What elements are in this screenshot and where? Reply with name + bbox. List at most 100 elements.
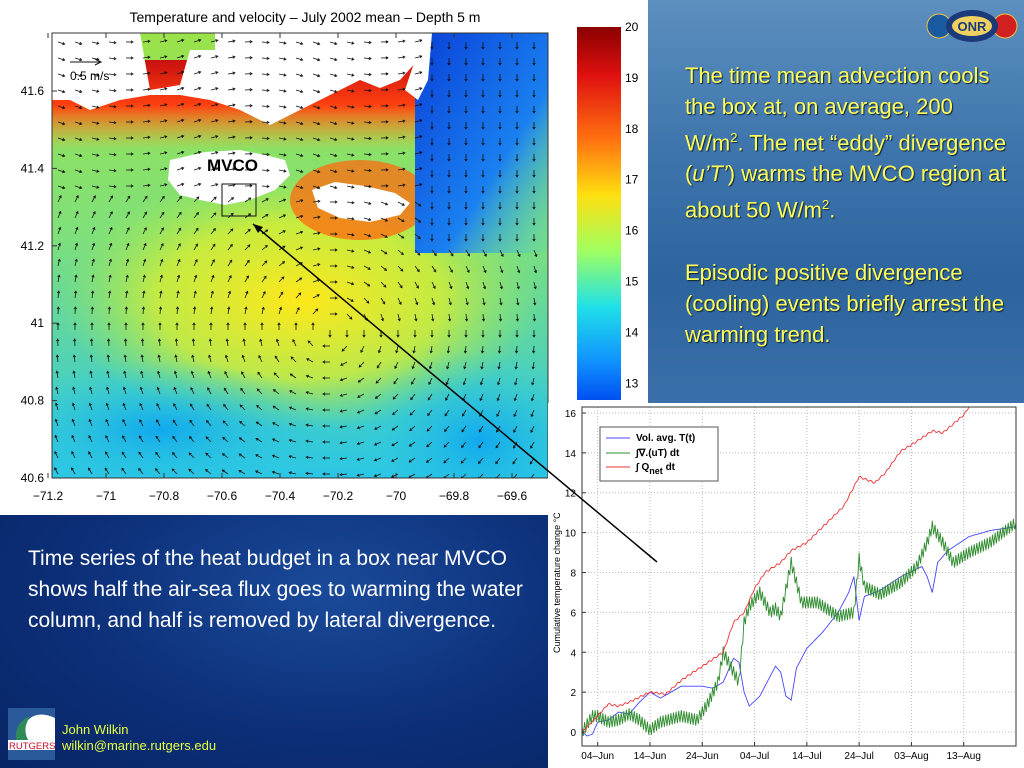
velocity-arrow [295,89,303,93]
velocity-arrow [91,185,99,188]
colorbar-tick: 15 [625,275,639,289]
velocity-arrow [121,451,127,459]
velocity-arrow [210,151,218,155]
velocity-arrow [157,371,161,379]
cold-region [415,33,548,253]
velocity-arrow [241,371,246,379]
velocity-arrow [56,354,59,363]
legend-vol-avg: Vol. avg. T(t) [636,433,695,444]
velocity-arrow [414,55,422,59]
velocity-arrow [227,291,231,299]
velocity-arrow [54,451,59,459]
velocity-arrow [295,121,303,125]
velocity-arrow [173,403,178,411]
velocity-arrow [397,40,405,43]
velocity-arrow [71,467,76,475]
velocity-arrow [142,338,144,347]
velocity-arrow [108,41,116,44]
velocity-arrow [155,435,161,443]
series-line-0 [581,526,1017,737]
velocity-arrow [156,419,161,427]
velocity-arrow [227,136,235,139]
velocity-arrow [125,259,129,267]
velocity-arrow [278,105,286,108]
velocity-arrow [159,291,162,299]
colorbar-tick: 16 [625,224,639,238]
velocity-arrow [363,137,372,140]
velocity-arrow [261,89,270,91]
velocity-arrow [363,185,372,188]
map-x-tick: −70.4 [265,489,296,503]
velocity-arrow [222,437,229,443]
velocity-arrow [139,435,144,443]
velocity-arrow [210,55,218,59]
velocity-arrow [176,243,181,251]
velocity-arrow [122,419,127,427]
velocity-arrow [57,211,62,219]
velocity-arrow [261,153,270,155]
velocity-arrow [108,259,112,267]
velocity-arrow [173,387,178,395]
velocity-arrow [188,452,195,459]
velocity-arrow [125,291,128,299]
velocity-arrow [57,105,65,109]
map-x-tick: −70.2 [323,489,354,503]
velocity-arrow [172,419,178,427]
velocity-arrow [142,120,150,123]
velocity-arrow [312,121,320,125]
velocity-arrow [158,355,161,363]
velocity-arrow [295,169,303,173]
velocity-arrow [414,183,422,187]
nantucket-island [312,182,410,222]
velocity-arrow [91,73,99,76]
velocity-arrow [244,229,251,235]
velocity-arrow [397,217,405,222]
velocity-arrow [363,57,372,60]
velocity-arrow [239,421,246,427]
velocity-arrow [244,197,252,203]
velocity-arrow [278,199,286,203]
map-y-tick: 41.2 [21,239,45,253]
velocity-arrow [108,243,112,251]
y-tick-label: 14 [565,449,577,460]
velocity-arrow [414,217,421,223]
velocity-arrow [397,120,405,123]
velocity-arrow [261,198,269,203]
velocity-arrow [72,403,76,411]
velocity-arrow [242,355,246,363]
velocity-arrow [329,105,337,109]
velocity-arrow [240,388,246,395]
velocity-arrow [108,57,116,60]
velocity-arrow [414,151,422,155]
colorbar-tick: 13 [625,376,639,390]
advection-paragraph: The time mean advection cools the box at… [685,63,1007,223]
velocity-arrow [108,338,110,347]
velocity-arrow [346,57,354,60]
velocity-arrow [346,169,354,172]
map-x-tick: −69.8 [439,489,470,503]
velocity-arrow [312,57,320,61]
velocity-arrow [192,338,195,347]
velocity-arrow [57,195,62,203]
map-x-tick: −69.6 [497,489,528,503]
velocity-arrow [74,211,79,219]
velocity-arrow [140,371,144,379]
velocity-arrow [91,41,99,44]
y-tick-label: 8 [570,569,576,580]
velocity-arrow [312,41,320,45]
velocity-arrow [125,211,130,219]
author-email[interactable]: wilkin@marine.rutgers.edu [62,738,217,753]
velocity-arrow [295,153,303,157]
svg-text:RUTGERS: RUTGERS [9,741,55,752]
y-tick-label: 10 [565,529,577,540]
velocity-arrow [210,291,214,299]
velocity-arrow [278,137,286,140]
velocity-arrow [176,103,184,107]
velocity-arrow [172,452,178,459]
velocity-arrow [346,217,354,220]
velocity-arrow [73,355,76,363]
velocity-arrow [346,105,354,108]
velocity-arrow [414,167,422,171]
velocity-arrow [329,185,337,189]
velocity-arrow [72,387,76,395]
